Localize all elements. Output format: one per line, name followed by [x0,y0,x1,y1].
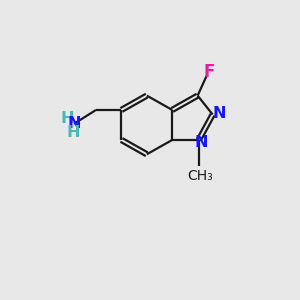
Text: N: N [67,116,81,131]
Text: H: H [66,125,80,140]
Text: CH₃: CH₃ [187,169,213,183]
Text: F: F [203,64,215,82]
Text: N: N [212,106,226,121]
Text: H: H [61,111,74,126]
Text: N: N [194,135,208,150]
